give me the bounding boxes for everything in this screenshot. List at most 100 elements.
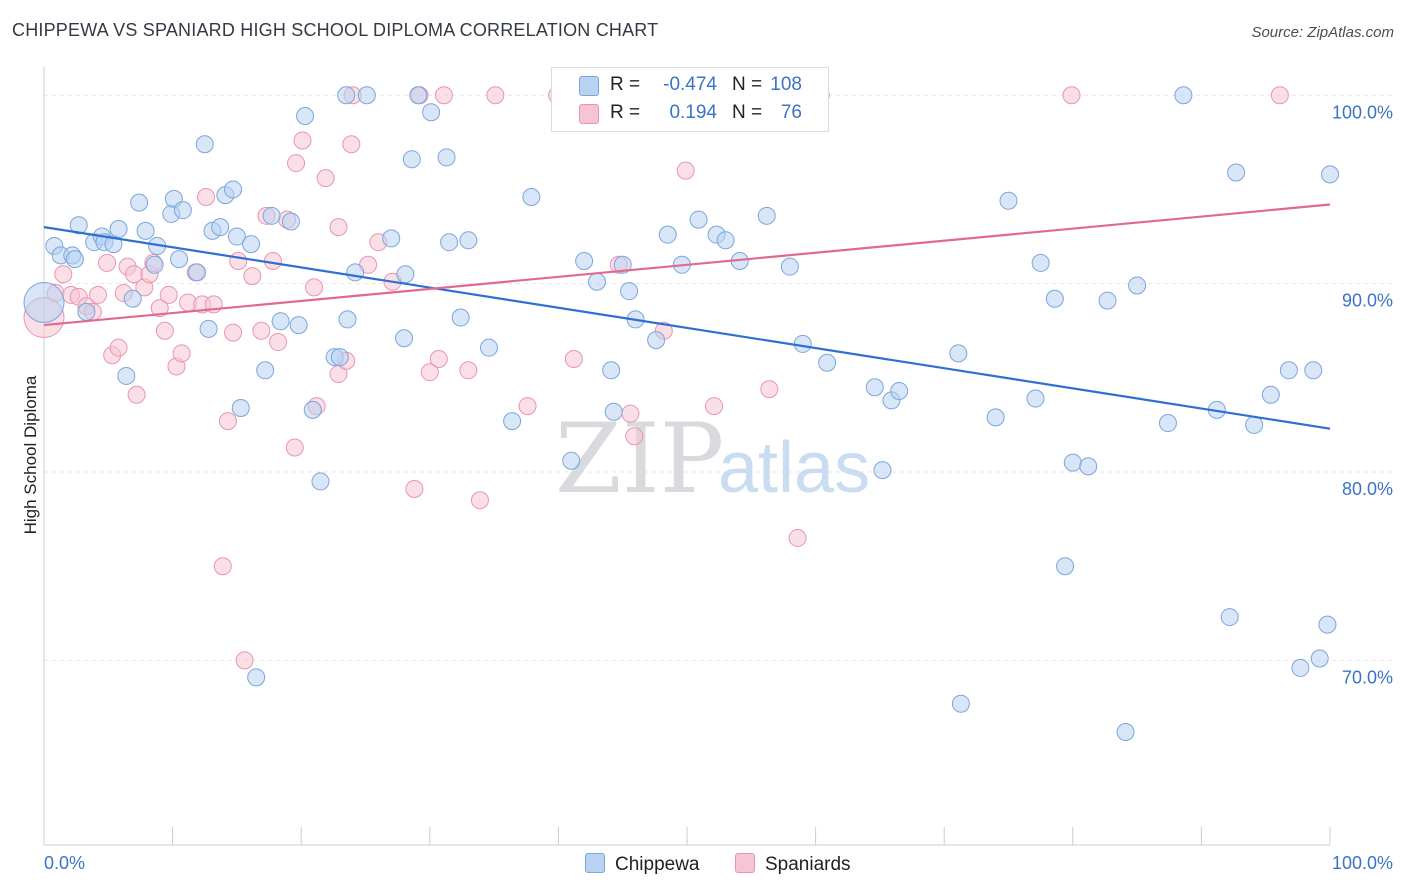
x-tick-label-min: 0.0% [44, 853, 85, 873]
spaniards-point [788, 528, 807, 547]
legend-item-spaniards[interactable]: Spaniards [735, 853, 851, 876]
chippewa-point [757, 206, 776, 225]
legend-item-chippewa[interactable]: Chippewa [585, 853, 700, 876]
spaniards-point [197, 187, 216, 206]
y-tick-label: 80.0% [1342, 479, 1393, 499]
chippewa-trend-line [43, 226, 1331, 430]
chippewa-point [818, 353, 837, 372]
chippewa-point [986, 408, 1005, 427]
spaniards-point [486, 86, 505, 105]
spaniards-point [150, 299, 169, 318]
chippewa-point [865, 378, 884, 397]
chippewa-point [338, 310, 357, 329]
spaniards-point [305, 278, 324, 297]
chippewa-point [65, 250, 84, 269]
chippewa-point [346, 263, 365, 282]
spaniards-point [420, 363, 439, 382]
spaniards-point [287, 154, 306, 173]
chippewa-point [1261, 385, 1280, 404]
x-tick-label-max: 100.0% [1332, 853, 1393, 873]
spaniards-point [405, 479, 424, 498]
chippewa-point [109, 220, 128, 239]
legend-n-value: 76 [780, 102, 802, 123]
spaniards-point [155, 321, 174, 340]
chippewa-point [422, 103, 441, 122]
spaniards-point [621, 404, 640, 423]
chippewa-point [951, 694, 970, 713]
series-spaniards-points [23, 86, 1289, 670]
spaniards-point [54, 265, 73, 284]
chippewa-point [1031, 253, 1050, 272]
series-chippewa-points [23, 86, 1339, 741]
spaniards-point [470, 491, 489, 510]
spaniards-point [625, 427, 644, 446]
chippewa-point [1310, 649, 1329, 668]
spaniards-point [213, 557, 232, 576]
legend-swatch-chippewa [585, 853, 605, 873]
chippewa-point [145, 255, 164, 274]
chippewa-point [1321, 165, 1339, 184]
chippewa-point [604, 402, 623, 421]
spaniards-point [224, 323, 243, 342]
chippewa-point [890, 382, 909, 401]
chippewa-point [562, 451, 581, 470]
spaniards-point [172, 344, 191, 363]
chippewa-point [451, 308, 470, 327]
chippewa-point [357, 86, 376, 105]
spaniards-trend-line [43, 203, 1331, 327]
chippewa-point [1220, 608, 1239, 627]
chippewa-point [77, 302, 96, 321]
spaniards-point [676, 161, 695, 180]
watermark-zip: ZIP [555, 403, 724, 515]
spaniards-point [285, 438, 304, 457]
chippewa-point [1045, 289, 1064, 308]
chippewa-point [999, 191, 1018, 210]
y-tick-label: 70.0% [1342, 667, 1393, 687]
chippewa-point [296, 106, 315, 125]
watermark-atlas: atlas [718, 428, 870, 508]
chippewa-point [396, 265, 415, 284]
chippewa-point [303, 400, 322, 419]
chippewa-point [136, 221, 155, 240]
legend-swatch-chippewa [579, 76, 599, 96]
spaniards-point [252, 321, 271, 340]
spaniards-point [98, 253, 117, 272]
spaniards-point [434, 86, 453, 105]
y-tick-label: 100.0% [1332, 102, 1393, 122]
chippewa-point [1291, 658, 1310, 677]
chippewa-point [123, 289, 142, 308]
chippewa-point [170, 250, 189, 269]
chippewa-point [402, 150, 421, 169]
chippewa-point [281, 212, 300, 231]
legend-row-spaniards: R = 0.194 N = 76 [552, 101, 828, 127]
legend-r-label: R = [610, 102, 641, 123]
spaniards-point [159, 285, 178, 304]
spaniards-point [760, 380, 779, 399]
chippewa-point [602, 361, 621, 380]
chippewa-point [231, 398, 250, 417]
chippewa-point [873, 461, 892, 480]
chippewa-point [330, 348, 349, 367]
legend-r-value: -0.474 [663, 74, 717, 95]
legend-n-value: 108 [770, 74, 802, 95]
spaniards-point [329, 218, 348, 237]
chippewa-point [242, 235, 261, 254]
chippewa-point [117, 366, 136, 385]
chippewa-point [522, 187, 541, 206]
spaniards-point [316, 169, 335, 188]
chippewa-point [227, 227, 246, 246]
chippewa-point [1116, 722, 1135, 741]
chippewa-point [1098, 291, 1117, 310]
legend-label-spaniards: Spaniards [765, 854, 851, 875]
spaniards-point [89, 285, 108, 304]
chippewa-point [289, 316, 308, 335]
chippewa-point [793, 334, 812, 353]
watermark: ZIP atlas [555, 403, 870, 515]
chippewa-point [256, 361, 275, 380]
chart-title: CHIPPEWA VS SPANIARD HIGH SCHOOL DIPLOMA… [12, 20, 659, 40]
spaniards-point [269, 333, 288, 352]
spaniards-point [127, 385, 146, 404]
chippewa-point [23, 281, 65, 323]
legend-row-chippewa: R = -0.474 N = 108 [552, 73, 828, 99]
chippewa-point [459, 231, 478, 250]
